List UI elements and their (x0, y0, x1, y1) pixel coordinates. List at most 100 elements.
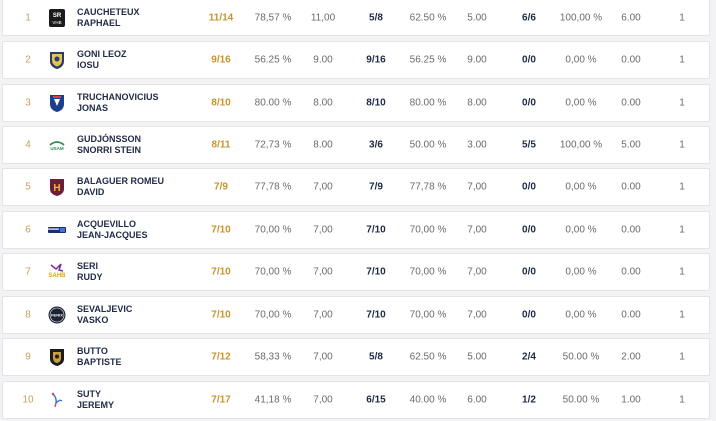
second-shots: 7/10 (366, 224, 386, 236)
club-logo-h-icon: H (47, 177, 67, 197)
second-average: 5.00 (467, 351, 487, 363)
player-last-name: TRUCHANOVICIUS (77, 92, 159, 102)
table-row[interactable]: 6 ACQUEVILLO JEAN-JACQUES 7/10 70,00 % 7,00 7/… (2, 211, 710, 249)
table-row[interactable]: 2 GONI LEOZ IOSU 9/16 56.25 % 9.00 9/16 56.25 %… (2, 41, 710, 79)
second-average: 7,00 (467, 309, 487, 321)
player-rank: 5 (25, 181, 31, 193)
player-name[interactable]: TRUCHANOVICIUS JONAS (77, 92, 159, 114)
club-logo-banner-icon (47, 220, 67, 240)
third-shots: 1/2 (522, 394, 536, 406)
second-shots: 7/10 (366, 266, 386, 278)
second-average: 8.00 (467, 97, 487, 109)
third-average: 2.00 (621, 351, 641, 363)
total-percentage: 58,33 % (254, 351, 292, 363)
total-shots: 7/17 (211, 394, 231, 406)
player-name[interactable]: CAUCHETEUX RAPHAEL (77, 7, 140, 29)
third-shots: 0/0 (522, 309, 536, 321)
player-last-name: ACQUEVILLO (77, 219, 137, 229)
third-shots: 0/0 (522, 181, 536, 193)
player-last-name: CAUCHETEUX (77, 6, 140, 17)
second-percentage: 80.00 % (409, 97, 447, 109)
total-average: 9.00 (313, 54, 333, 66)
table-row[interactable]: 10 SUTY JEREMY 7/17 41,18 % 7,00 6/15 40.00 % 6.… (2, 381, 710, 419)
second-shots: 8/10 (366, 97, 386, 109)
player-name[interactable]: SUTY JEREMY (77, 389, 114, 411)
games-played: 1 (679, 12, 685, 23)
third-average: 6.00 (621, 12, 641, 23)
player-first-name: VASKO (77, 315, 109, 325)
table-row[interactable]: 4 USAM GUDJÓNSSON SNORRI STEIN 8/11 72,73 % 8.… (2, 126, 710, 164)
second-percentage: 62.50 % (409, 351, 447, 363)
third-percentage: 0,00 % (565, 54, 597, 66)
club-logo-fenix-icon: FENIX (47, 305, 67, 325)
total-average: 11,00 (310, 12, 336, 23)
player-name[interactable]: SERI RUDY (77, 261, 103, 283)
player-rank: 8 (25, 309, 31, 321)
table-row[interactable]: 8 FENIX SEVALJEVIC VASKO 7/10 70,00 % 7,00 7/10… (2, 296, 710, 334)
second-percentage: 70,00 % (409, 309, 447, 321)
total-average: 7,00 (313, 394, 333, 406)
third-percentage: 50.00 % (562, 394, 600, 406)
player-name[interactable]: ACQUEVILLO JEAN-JACQUES (77, 219, 148, 241)
total-shots: 7/10 (211, 224, 231, 236)
player-rank: 7 (25, 266, 31, 278)
games-played: 1 (679, 224, 685, 236)
total-percentage: 80.00 % (254, 97, 292, 109)
table-row[interactable]: 5 H BALAGUER ROMEU DAVID 7/9 77,78 % 7,00 7/9 77… (2, 168, 710, 206)
player-rank: 4 (25, 139, 31, 151)
player-first-name: JEAN-JACQUES (77, 230, 148, 240)
second-shots: 7/9 (369, 181, 383, 193)
player-first-name: JONAS (77, 103, 109, 113)
player-first-name: DAVID (77, 187, 105, 197)
total-percentage: 70,00 % (254, 309, 292, 321)
club-logo-shield-icon (47, 50, 67, 70)
games-played: 1 (679, 54, 685, 66)
third-average: 5.00 (621, 139, 641, 151)
second-shots: 3/6 (369, 139, 383, 151)
player-name[interactable]: SEVALJEVIC VASKO (77, 304, 132, 326)
second-average: 5.00 (467, 12, 487, 23)
third-shots: 0/0 (522, 266, 536, 278)
player-last-name: SUTY (77, 389, 102, 399)
player-rank: 3 (25, 97, 31, 109)
total-percentage: 70,00 % (254, 266, 292, 278)
club-logo-sahb-icon: SAHB (47, 262, 67, 282)
table-row[interactable]: 1 SR VHB CAUCHETEUX RAPHAEL 11/14 78,57 % 11,00… (2, 0, 710, 36)
third-shots: 2/4 (522, 351, 536, 363)
table-row[interactable]: 7 SAHB SERI RUDY 7/10 70,00 % 7,00 7/10 70,00 % 7… (2, 253, 710, 291)
second-average: 7,00 (467, 224, 487, 236)
player-name[interactable]: GUDJÓNSSON SNORRI STEIN (77, 134, 141, 156)
total-shots: 7/10 (211, 266, 231, 278)
second-shots: 6/15 (366, 394, 386, 406)
third-average: 0.00 (621, 224, 641, 236)
player-rank: 9 (25, 351, 31, 363)
player-name[interactable]: BALAGUER ROMEU DAVID (77, 176, 164, 198)
total-average: 7,00 (313, 181, 333, 193)
total-average: 8.00 (313, 139, 333, 151)
table-row[interactable]: 9 BUTTO BAPTISTE 7/12 58,33 % 7,00 5/8 62.50 % 5… (2, 338, 710, 376)
player-name[interactable]: BUTTO BAPTISTE (77, 346, 122, 368)
third-average: 1.00 (621, 394, 641, 406)
club-logo-crest-gold-icon (47, 347, 67, 367)
third-percentage: 50.00 % (562, 351, 600, 363)
player-last-name: GUDJÓNSSON (77, 134, 142, 144)
club-logo-saint-raphael-icon: SR VHB (47, 8, 67, 28)
total-percentage: 77,78 % (254, 181, 292, 193)
total-average: 7,00 (313, 266, 333, 278)
table-row[interactable]: 3 TRUCHANOVICIUS JONAS 8/10 80.00 % 8.00 8/10 8… (2, 84, 710, 122)
third-percentage: 0,00 % (565, 309, 597, 321)
second-shots: 9/16 (366, 54, 386, 66)
player-rank: 10 (22, 394, 34, 406)
third-percentage: 0,00 % (565, 224, 597, 236)
total-shots: 11/14 (208, 12, 234, 23)
total-shots: 8/11 (211, 139, 231, 151)
second-percentage: 56.25 % (409, 54, 447, 66)
second-shots: 5/8 (369, 12, 383, 23)
second-average: 9.00 (467, 54, 487, 66)
total-shots: 9/16 (211, 54, 231, 66)
player-name[interactable]: GONI LEOZ IOSU (77, 49, 127, 71)
total-percentage: 41,18 % (254, 394, 292, 406)
second-shots: 7/10 (366, 309, 386, 321)
third-percentage: 0,00 % (565, 181, 597, 193)
